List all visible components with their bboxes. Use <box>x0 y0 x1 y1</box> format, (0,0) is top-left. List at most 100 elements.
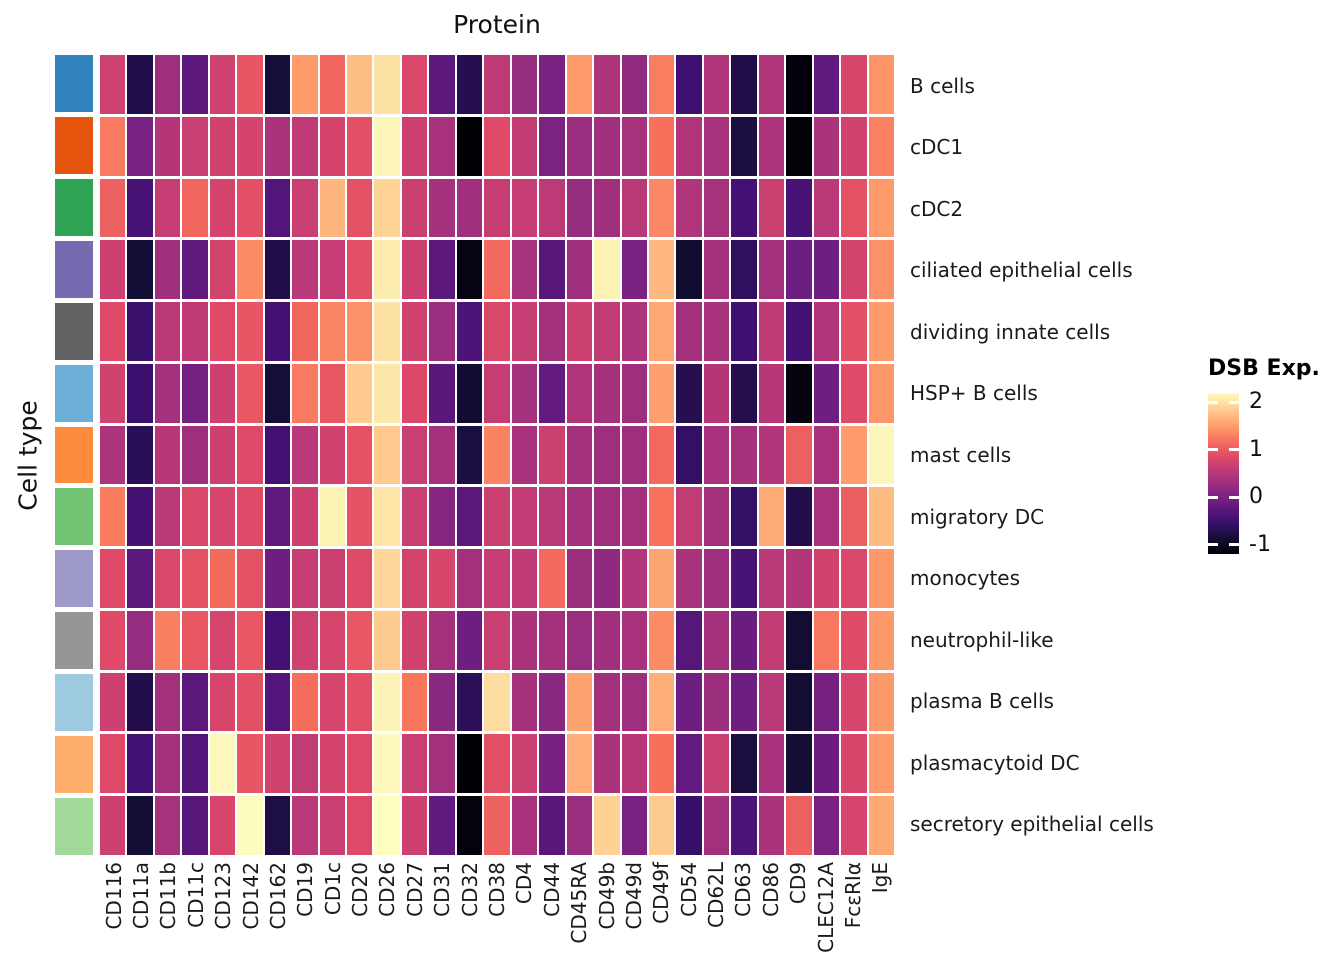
heatmap-cell <box>621 734 647 794</box>
heatmap-cell <box>127 302 153 361</box>
heatmap-cell <box>264 487 291 547</box>
heatmap-cell <box>539 487 565 547</box>
heatmap-cell <box>676 610 702 670</box>
heatmap-cell <box>868 178 894 238</box>
heatmap-cell <box>209 178 236 238</box>
legend-tick-mark <box>1229 400 1239 404</box>
legend-tick-label: 0 <box>1249 484 1263 510</box>
heatmap-cell <box>374 549 400 608</box>
heatmap-cell <box>676 240 702 300</box>
column-label: CD116 <box>101 862 126 930</box>
row-label: HSP+ B cells <box>910 381 1038 406</box>
heatmap-cell <box>813 178 840 238</box>
column-label: CD45RA <box>567 862 592 944</box>
column-label: CD11c <box>183 862 208 928</box>
heatmap-cell <box>484 549 510 608</box>
heatmap-cell <box>237 672 263 732</box>
heatmap-grid <box>100 55 894 855</box>
heatmap-cell <box>786 487 812 547</box>
heatmap-cell <box>841 549 867 608</box>
heatmap-cell <box>676 178 702 238</box>
heatmap-cell <box>868 116 894 176</box>
heatmap-cell <box>841 302 867 361</box>
heatmap-cell <box>401 610 428 670</box>
heatmap-cell <box>621 363 647 423</box>
heatmap-cell <box>594 672 620 732</box>
heatmap-cell <box>429 487 455 547</box>
column-label: CLEC12A <box>813 862 838 953</box>
heatmap-cell <box>182 487 208 547</box>
heatmap-cell <box>374 425 400 485</box>
heatmap-cell <box>566 549 593 608</box>
heatmap-cell <box>868 425 894 485</box>
heatmap-cell <box>347 610 373 670</box>
heatmap-cell <box>456 796 483 855</box>
heatmap-cell <box>401 734 428 794</box>
heatmap-cell <box>401 240 428 300</box>
heatmap-cell <box>676 796 702 855</box>
heatmap-cell <box>566 363 593 423</box>
heatmap-cell <box>731 55 757 114</box>
heatmap-cell <box>154 55 181 114</box>
heatmap-cell <box>648 116 675 176</box>
heatmap-cell <box>676 302 702 361</box>
heatmap-cell <box>374 487 400 547</box>
heatmap-cell <box>319 178 346 238</box>
legend-tick-label: 1 <box>1249 436 1263 462</box>
heatmap-cell <box>237 549 263 608</box>
heatmap-cell <box>703 610 730 670</box>
heatmap-cell <box>813 796 840 855</box>
heatmap-cell <box>703 425 730 485</box>
heatmap-cell <box>292 672 318 732</box>
heatmap-cell <box>676 425 702 485</box>
heatmap-cell <box>758 240 785 300</box>
heatmap-cell <box>456 178 483 238</box>
heatmap-cell <box>374 672 400 732</box>
heatmap-cell <box>676 672 702 732</box>
column-label: CD11a <box>129 862 154 930</box>
heatmap-cell <box>703 796 730 855</box>
heatmap-cell <box>841 55 867 114</box>
heatmap-cell <box>429 240 455 300</box>
heatmap-cell <box>100 363 126 423</box>
heatmap-cell <box>539 116 565 176</box>
column-label: CD1c <box>320 862 345 916</box>
heatmap-cell <box>264 672 291 732</box>
heatmap-cell <box>319 796 346 855</box>
heatmap-cell <box>813 302 840 361</box>
column-label: CD49f <box>649 862 674 924</box>
heatmap-cell <box>209 734 236 794</box>
heatmap-cell <box>484 796 510 855</box>
heatmap-cell <box>100 178 126 238</box>
heatmap-cell <box>154 796 181 855</box>
heatmap-cell <box>100 425 126 485</box>
row-label: neutrophil-like <box>910 627 1054 652</box>
heatmap-cell <box>758 610 785 670</box>
heatmap-cell <box>648 610 675 670</box>
celltype-color-swatch <box>55 488 93 546</box>
column-label: CD123 <box>211 862 236 930</box>
heatmap-cell <box>566 610 593 670</box>
heatmap-cell <box>182 796 208 855</box>
heatmap-cell <box>539 549 565 608</box>
heatmap-cell <box>292 240 318 300</box>
heatmap-cell <box>456 672 483 732</box>
heatmap-cell <box>868 610 894 670</box>
legend-title: DSB Exp. <box>1208 356 1320 381</box>
row-label: mast cells <box>910 442 1012 467</box>
heatmap-cell <box>539 425 565 485</box>
heatmap-cell <box>758 549 785 608</box>
heatmap-cell <box>841 425 867 485</box>
heatmap-cell <box>429 549 455 608</box>
heatmap-cell <box>703 487 730 547</box>
heatmap-cell <box>539 734 565 794</box>
heatmap-cell <box>868 487 894 547</box>
heatmap-cell <box>182 425 208 485</box>
heatmap-cell <box>319 734 346 794</box>
heatmap-cell <box>154 363 181 423</box>
heatmap-cell <box>841 240 867 300</box>
column-label: CD49b <box>594 862 619 930</box>
heatmap-cell <box>292 734 318 794</box>
heatmap-cell <box>621 796 647 855</box>
heatmap-cell <box>100 672 126 732</box>
